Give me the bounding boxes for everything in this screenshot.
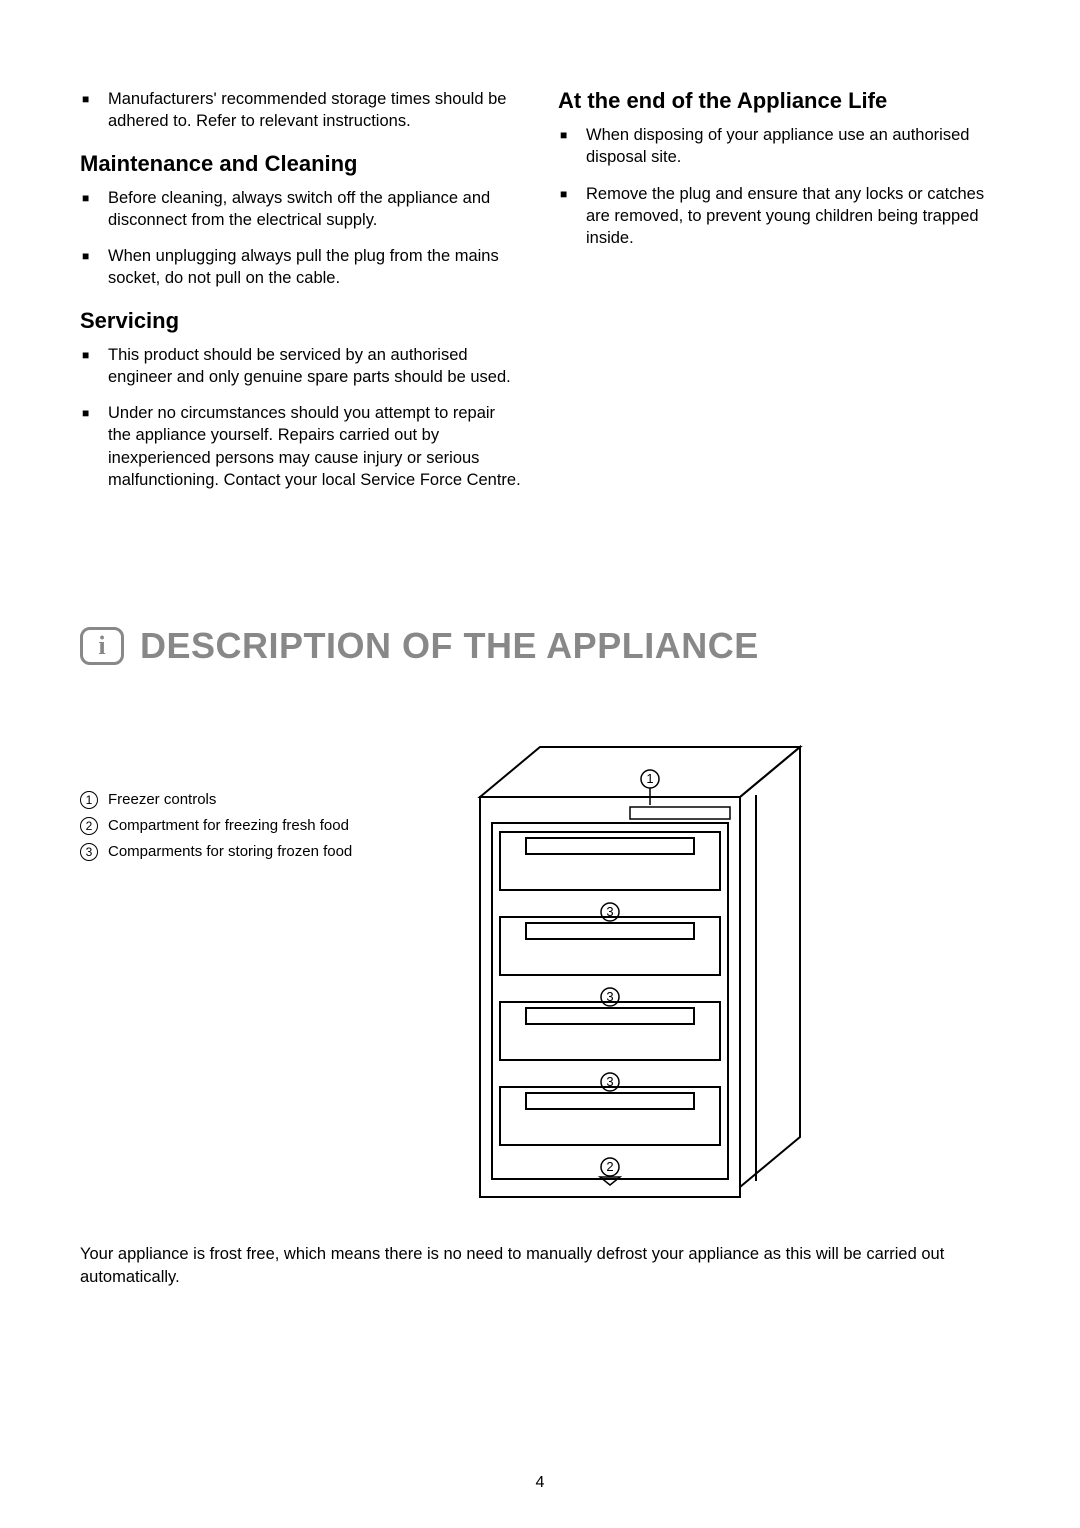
description-heading-row: i DESCRIPTION OF THE APPLIANCE <box>80 625 1000 667</box>
legend-number: 3 <box>80 843 98 861</box>
legend-label: Comparments for storing frozen food <box>108 843 352 860</box>
footer-paragraph: Your appliance is frost free, which mean… <box>80 1243 1000 1289</box>
svg-text:1: 1 <box>646 771 653 786</box>
svg-text:2: 2 <box>606 1159 613 1174</box>
left-column: Manufacturers' recommended storage times… <box>80 88 522 505</box>
description-heading: DESCRIPTION OF THE APPLIANCE <box>140 625 759 667</box>
info-glyph: i <box>98 633 105 659</box>
right-column: At the end of the Appliance Life When di… <box>558 88 1000 505</box>
diagram-column: 13332 <box>380 737 1000 1207</box>
legend-item: 1 Freezer controls <box>80 791 370 809</box>
info-icon: i <box>80 627 124 665</box>
servicing-bullet: This product should be serviced by an au… <box>80 344 522 389</box>
legend-column: 1 Freezer controls 2 Compartment for fre… <box>80 737 370 869</box>
two-column-region: Manufacturers' recommended storage times… <box>80 88 1000 505</box>
appliance-diagram: 13332 <box>380 737 900 1207</box>
intro-list: Manufacturers' recommended storage times… <box>80 88 522 133</box>
servicing-bullet: Under no circumstances should you attemp… <box>80 402 522 491</box>
maintenance-bullet: Before cleaning, always switch off the a… <box>80 187 522 232</box>
endlife-heading: At the end of the Appliance Life <box>558 88 1000 114</box>
endlife-list: When disposing of your appliance use an … <box>558 124 1000 249</box>
legend-item: 2 Compartment for freezing fresh food <box>80 817 370 835</box>
intro-bullet: Manufacturers' recommended storage times… <box>80 88 522 133</box>
legend-label: Compartment for freezing fresh food <box>108 817 349 834</box>
maintenance-heading: Maintenance and Cleaning <box>80 151 522 177</box>
page-number: 4 <box>0 1474 1080 1492</box>
endlife-bullet: Remove the plug and ensure that any lock… <box>558 183 1000 250</box>
legend-item: 3 Comparments for storing frozen food <box>80 843 370 861</box>
endlife-bullet: When disposing of your appliance use an … <box>558 124 1000 169</box>
servicing-heading: Servicing <box>80 308 522 334</box>
maintenance-list: Before cleaning, always switch off the a… <box>80 187 522 290</box>
maintenance-bullet: When unplugging always pull the plug fro… <box>80 245 522 290</box>
legend-label: Freezer controls <box>108 791 216 808</box>
diagram-area: 1 Freezer controls 2 Compartment for fre… <box>80 737 1000 1207</box>
legend-number: 2 <box>80 817 98 835</box>
servicing-list: This product should be serviced by an au… <box>80 344 522 492</box>
legend-number: 1 <box>80 791 98 809</box>
